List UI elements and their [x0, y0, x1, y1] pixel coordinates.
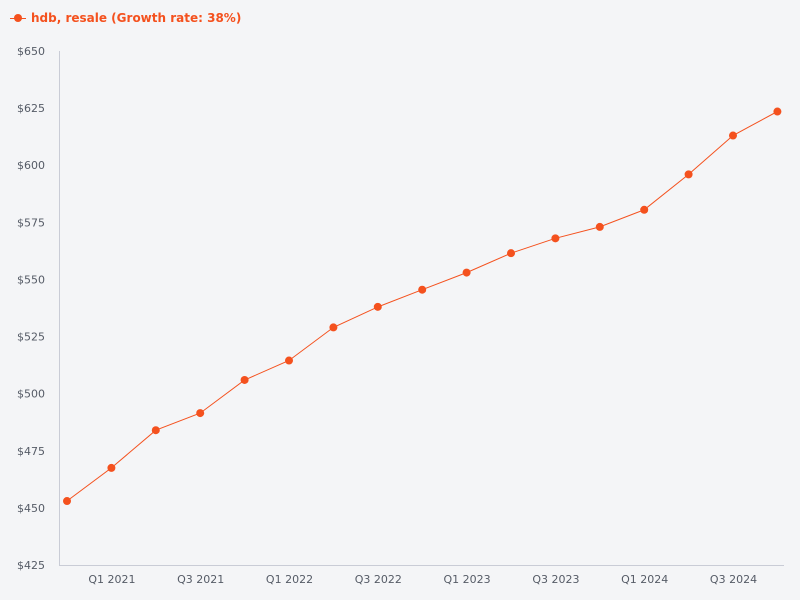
data-point[interactable] — [240, 375, 249, 384]
data-point[interactable] — [551, 234, 560, 243]
legend-label: hdb, resale (Growth rate: 38%) — [31, 11, 242, 25]
data-point[interactable] — [151, 426, 160, 435]
data-point[interactable] — [507, 249, 515, 258]
y-tick-label: $625 — [17, 102, 45, 115]
data-point[interactable] — [773, 107, 782, 116]
y-tick-label: $650 — [17, 45, 45, 58]
data-point[interactable] — [329, 323, 338, 332]
y-tick-label: $500 — [17, 388, 45, 401]
data-point[interactable] — [196, 409, 205, 418]
y-tick-label: $575 — [17, 216, 45, 229]
data-point[interactable] — [640, 205, 649, 214]
legend[interactable]: hdb, resale (Growth rate: 38%) — [10, 10, 241, 26]
x-tick-label: Q3 2021 — [177, 573, 224, 586]
y-tick-label: $475 — [17, 445, 45, 458]
data-point[interactable] — [418, 285, 427, 294]
y-tick-label: $525 — [17, 331, 45, 344]
legend-marker-icon — [10, 12, 26, 24]
x-tick-label: Q1 2021 — [88, 573, 135, 586]
data-point[interactable] — [595, 222, 604, 231]
data-point[interactable] — [462, 268, 471, 277]
legend-marker-dot — [14, 14, 22, 22]
x-tick-label: Q3 2023 — [532, 573, 579, 586]
y-tick-label: $550 — [17, 273, 45, 286]
data-point[interactable] — [684, 170, 693, 179]
data-point[interactable] — [285, 356, 293, 365]
data-point[interactable] — [373, 302, 382, 311]
x-tick-label: Q1 2023 — [444, 573, 491, 586]
x-tick-label: Q1 2022 — [266, 573, 313, 586]
y-tick-label: $450 — [17, 502, 45, 515]
x-tick-label: Q3 2022 — [355, 573, 402, 586]
data-point[interactable] — [729, 131, 737, 140]
y-tick-label: $425 — [17, 559, 45, 572]
y-tick-label: $600 — [17, 159, 45, 172]
data-point[interactable] — [107, 463, 116, 472]
x-tick-label: Q3 2024 — [710, 573, 757, 586]
x-tick-label: Q1 2024 — [621, 573, 668, 586]
data-point[interactable] — [63, 497, 71, 506]
series-line — [66, 111, 778, 502]
